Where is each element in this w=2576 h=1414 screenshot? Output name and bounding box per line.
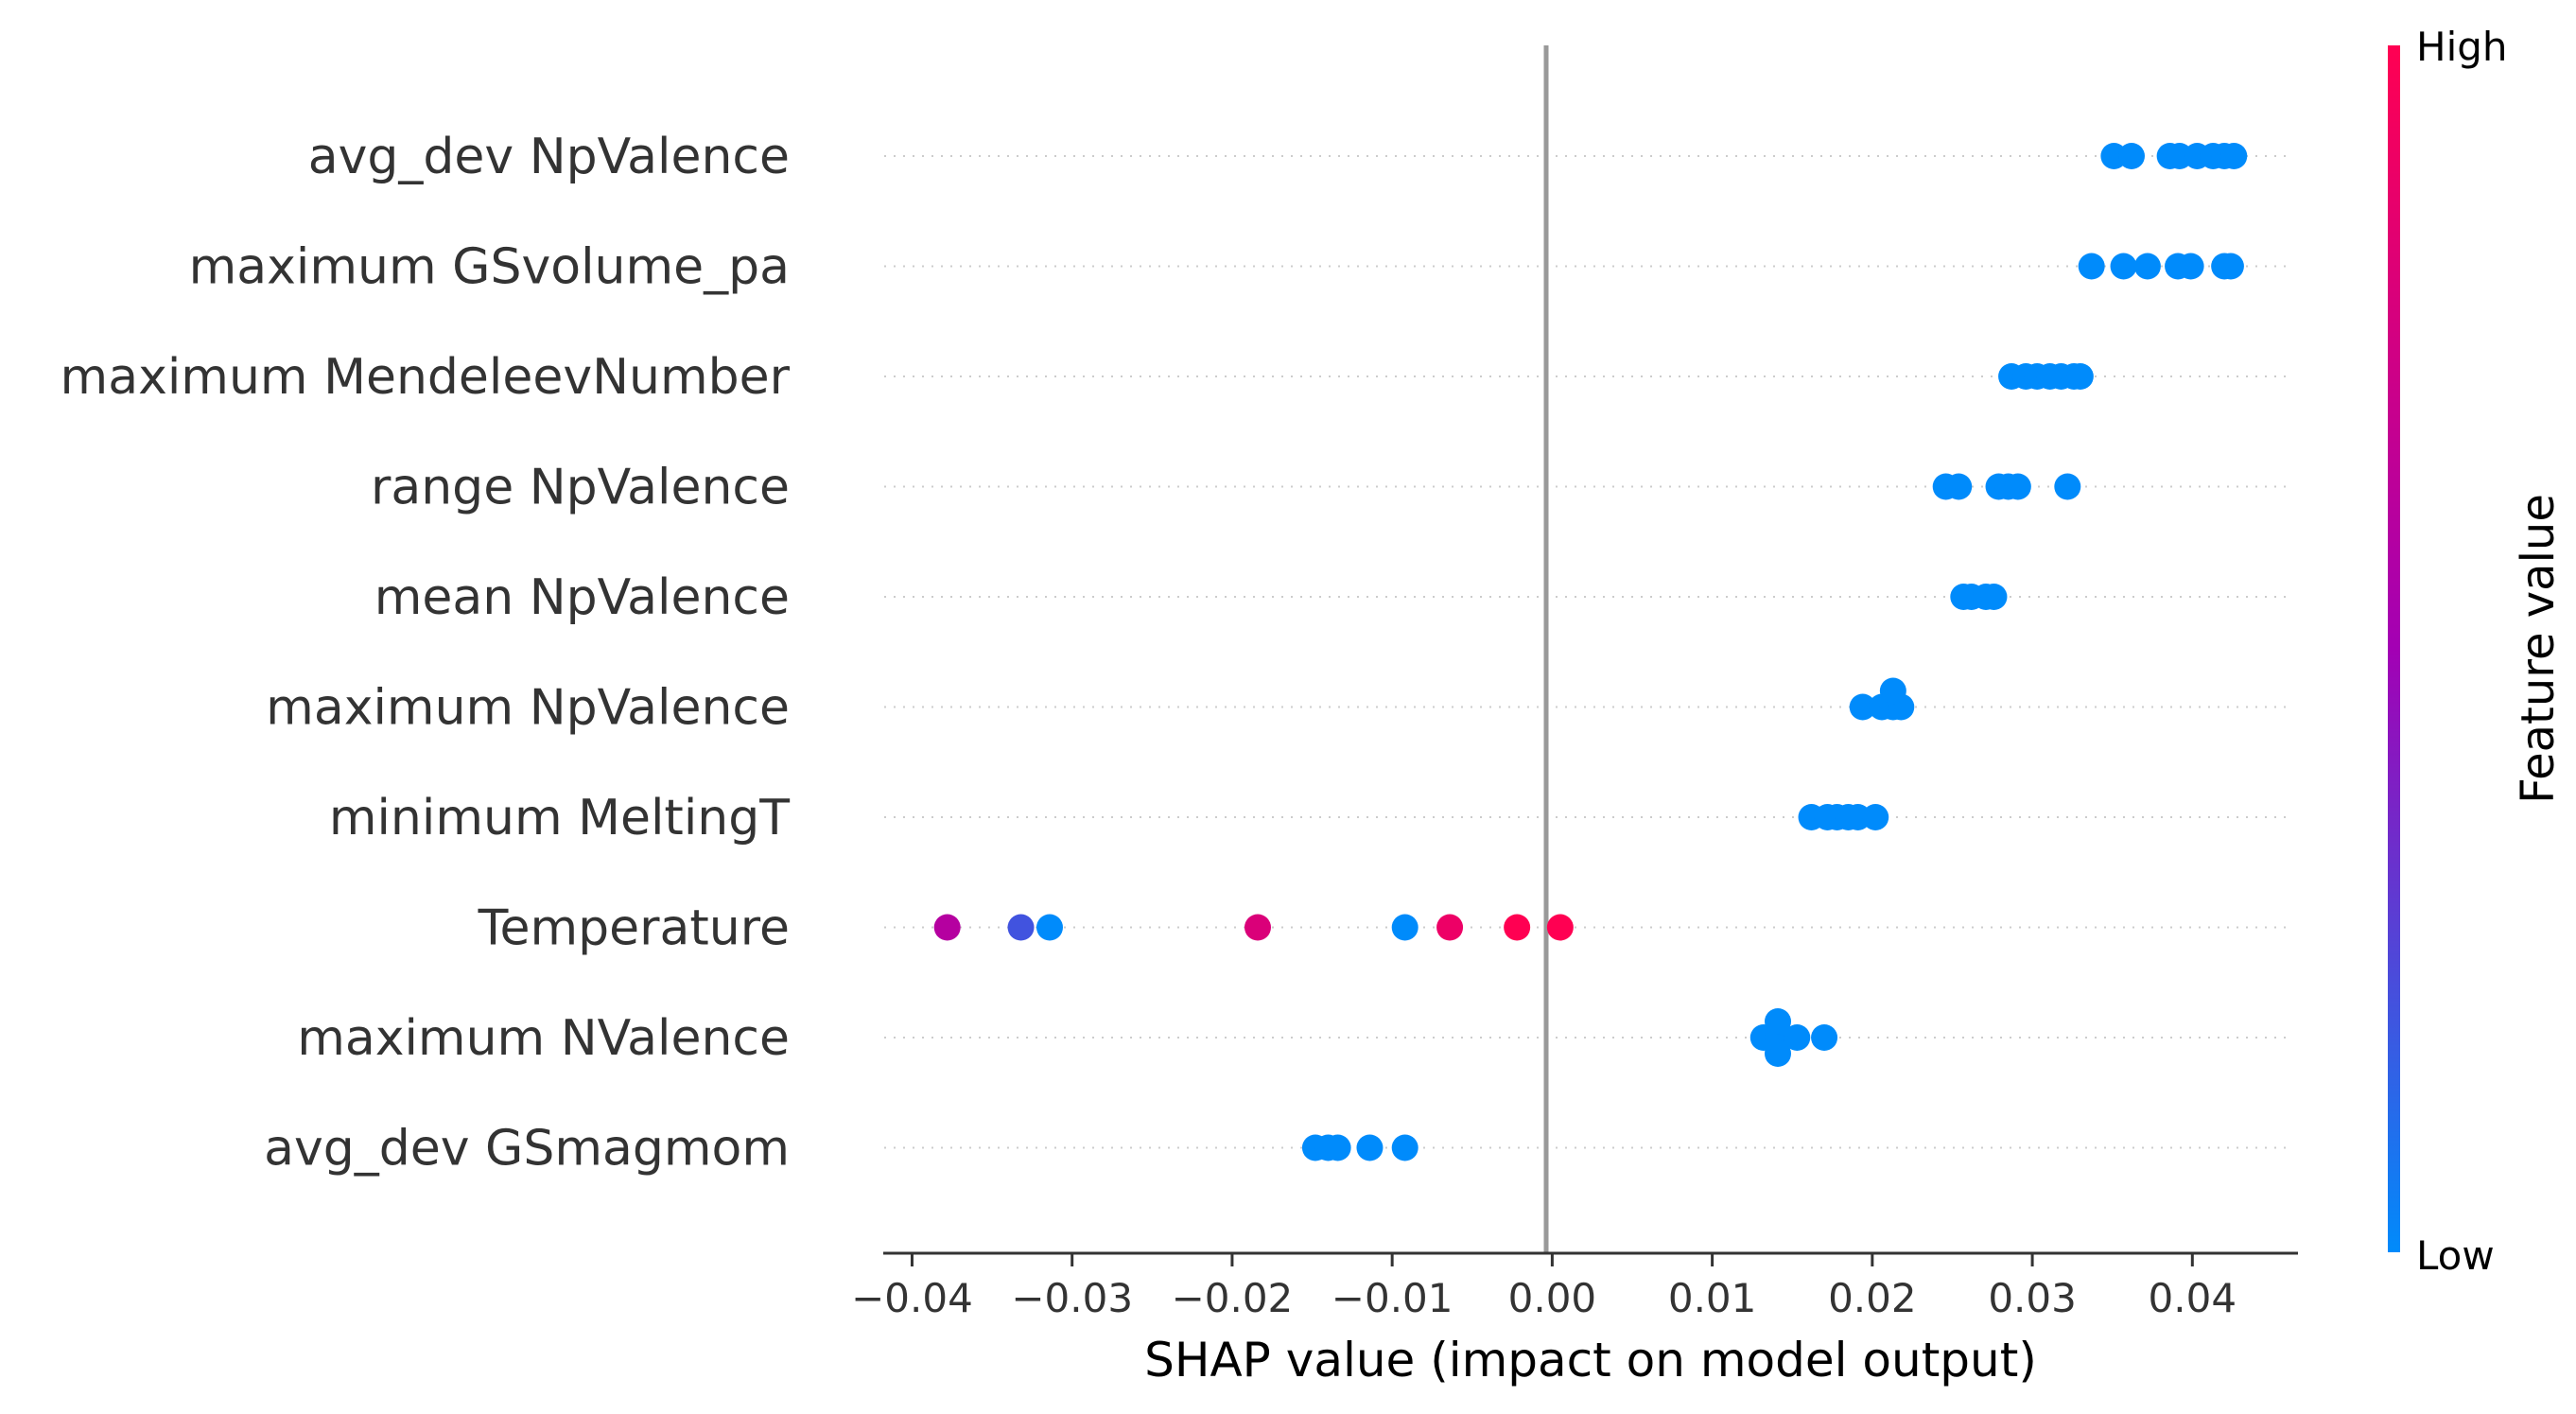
- shap-point: [1436, 914, 1464, 941]
- shap-point: [1849, 693, 1876, 721]
- feature-labels: avg_dev NpValence maximum GSvolume_pamaxi…: [61, 129, 791, 1178]
- shap-point: [1765, 1008, 1791, 1035]
- shap-point: [1765, 1040, 1791, 1067]
- shap-point: [1007, 914, 1035, 941]
- shap-point: [1244, 914, 1271, 941]
- x-tick-label: −0.03: [1011, 1275, 1133, 1321]
- x-tick-label: −0.02: [1172, 1275, 1294, 1321]
- shap-point: [1504, 914, 1531, 941]
- shap-point: [2110, 253, 2137, 280]
- x-tick-label: −0.01: [1332, 1275, 1453, 1321]
- shap-point: [2054, 473, 2081, 500]
- shap-point: [2177, 253, 2204, 280]
- feature-label: Temperature: [478, 900, 790, 957]
- shap-point: [2133, 253, 2161, 280]
- shap-point: [1546, 914, 1574, 941]
- x-tick-label: 0.01: [1668, 1275, 1757, 1321]
- shap-point: [2078, 253, 2105, 280]
- shap-point: [1862, 804, 1889, 830]
- shap-point: [1945, 473, 1973, 500]
- x-tick-label: −0.04: [851, 1275, 973, 1321]
- shap-point: [2004, 473, 2031, 500]
- shap-points: [933, 143, 2248, 1161]
- feature-label: minimum MeltingT: [329, 790, 790, 847]
- feature-label: maximum NValence: [297, 1010, 790, 1067]
- shap-point: [1324, 1134, 1351, 1161]
- colorbar-low-label: Low: [2416, 1232, 2495, 1279]
- shap-point: [1784, 1024, 1811, 1051]
- shap-point: [2066, 363, 2094, 390]
- feature-label: maximum GSvolume_pa: [189, 239, 790, 296]
- x-tick-label: 0.02: [1828, 1275, 1917, 1321]
- x-tick-label: 0.00: [1508, 1275, 1597, 1321]
- colorbar-title: Feature value: [2512, 494, 2565, 804]
- shap-point: [2220, 143, 2248, 169]
- feature-label: avg_dev GSmagmom: [264, 1121, 790, 1178]
- shap-point: [933, 914, 961, 941]
- feature-label: avg_dev NpValence: [308, 129, 790, 185]
- shap-point: [1879, 677, 1906, 705]
- x-tick-label: 0.03: [1988, 1275, 2077, 1321]
- shap-point: [2118, 143, 2145, 169]
- feature-label: maximum MendeleevNumber: [61, 349, 791, 406]
- shap-point: [1356, 1134, 1384, 1161]
- feature-label: range NpValence: [371, 460, 790, 516]
- colorbar-high-label: High: [2416, 24, 2508, 70]
- shap-point: [1391, 1134, 1419, 1161]
- colorbar: [2388, 45, 2400, 1252]
- feature-label: maximum NpValence: [266, 680, 790, 737]
- x-axis-title: SHAP value (impact on model output): [1144, 1333, 2037, 1388]
- x-axis-ticks: −0.04 −0.03 −0.02 −0.01 0.00 0.01 0.02 0.03 0.04: [851, 1253, 2237, 1321]
- x-tick-label: 0.04: [2149, 1275, 2237, 1321]
- gridlines: [884, 155, 2293, 1149]
- shap-point: [1811, 1024, 1838, 1051]
- feature-label: mean NpValence: [374, 569, 790, 626]
- shap-point: [1036, 914, 1063, 941]
- shap-point: [1391, 914, 1419, 941]
- shap-point: [1980, 584, 2008, 610]
- shap-point: [2217, 253, 2244, 280]
